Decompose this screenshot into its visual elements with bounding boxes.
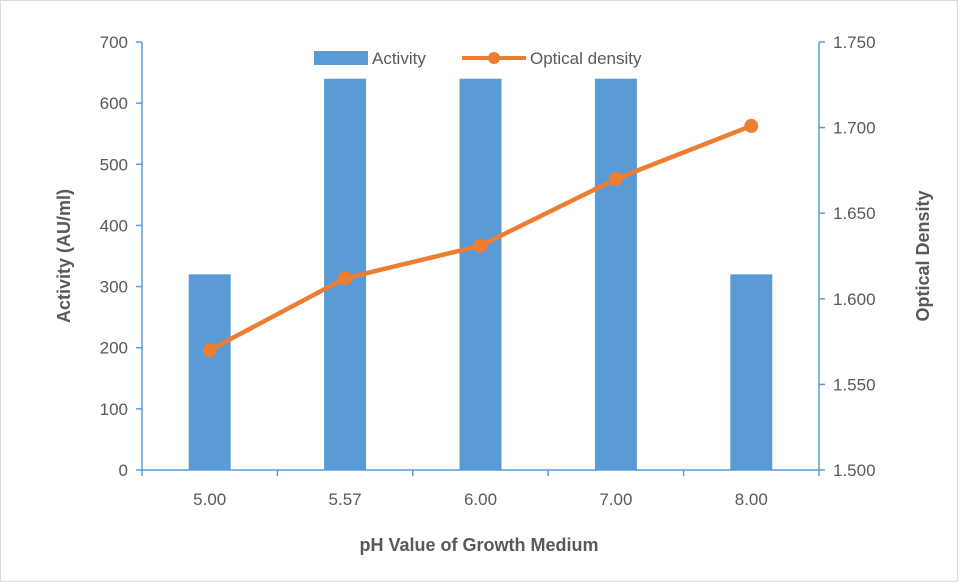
right-axis-tick-label: 1.750 [833,33,876,52]
legend: Activity Optical density [314,49,642,68]
bar-activity-8.00 [730,274,773,470]
left-axis-tick-label: 500 [100,155,128,174]
bar-series-activity [188,78,773,470]
line-series-optical-density [202,118,759,358]
bar-activity-5.00 [188,274,231,470]
legend-marker-optical-density [488,52,500,64]
left-axis-tick-label: 600 [100,94,128,113]
right-axis-tick-label: 1.500 [833,461,876,480]
left-axis-tick-label: 200 [100,339,128,358]
left-axis-tick-label: 700 [100,33,128,52]
left-axis-tick-label: 0 [119,461,128,480]
left-axis-tick-label: 100 [100,400,128,419]
left-axis-title: Activity (AU/ml) [54,189,74,323]
point-optical-density-7.00 [608,171,623,186]
point-optical-density-6.00 [473,238,488,253]
x-axis-tick-label: 8.00 [735,490,768,509]
point-optical-density-5.00 [202,343,217,358]
right-axis-tick-labels: 1.500 1.550 1.600 1.650 1.700 1.750 [833,33,876,480]
right-axis-tick-label: 1.550 [833,375,876,394]
bar-activity-7.00 [594,78,637,470]
x-axis-tick-label: 6.00 [464,490,497,509]
right-axis-tick-label: 1.600 [833,290,876,309]
right-axis-tick-label: 1.650 [833,204,876,223]
point-optical-density-8.00 [744,118,759,133]
right-axis-title: Optical Density [913,190,933,321]
right-axis-tick-label: 1.700 [833,119,876,138]
bar-activity-6.00 [459,78,502,470]
x-axis-title: pH Value of Growth Medium [359,535,598,555]
x-axis-tick-label: 5.00 [193,490,226,509]
x-axis-tick-label: 7.00 [599,490,632,509]
legend-label-optical-density: Optical density [530,49,642,68]
x-axis-tick-labels: 5.00 5.57 6.00 7.00 8.00 [193,490,768,509]
axes [136,41,825,476]
point-optical-density-5.57 [338,271,353,286]
legend-label-activity: Activity [372,49,426,68]
legend-swatch-activity [314,51,368,65]
left-axis-tick-label: 400 [100,216,128,235]
left-axis-tick-labels: 0 100 200 300 400 500 600 700 [100,33,128,480]
left-axis-tick-label: 300 [100,278,128,297]
x-axis-tick-label: 5.57 [329,490,362,509]
